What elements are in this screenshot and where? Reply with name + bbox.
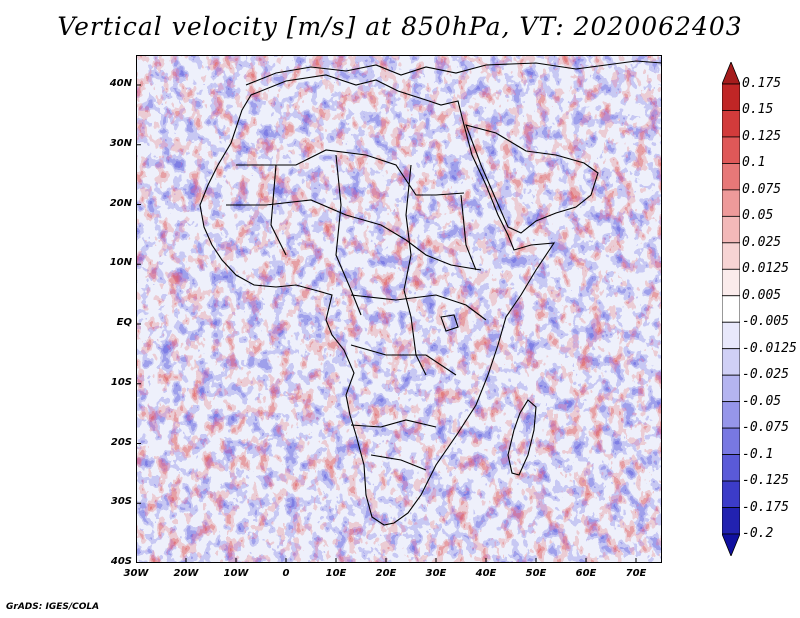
- colorbar-label: 0.075: [742, 181, 782, 197]
- colorbar-swatch: [722, 507, 740, 535]
- coastlines-and-borders: [199, 60, 662, 526]
- colorbar-swatch: [722, 110, 740, 138]
- colorbar-label: -0.125: [742, 473, 789, 489]
- colorbar-label: 0.025: [742, 234, 782, 250]
- latitude-label: 10S: [110, 376, 132, 388]
- colorbar-swatch: [722, 321, 740, 350]
- colorbar-swatch: [722, 242, 740, 270]
- colorbar-swatch: [722, 480, 740, 508]
- map-panel: [136, 55, 662, 563]
- country-border: [270, 164, 287, 256]
- country-border: [370, 454, 427, 471]
- country-border: [350, 344, 457, 376]
- colorbar-swatch: [722, 401, 740, 429]
- colorbar-label: 0.005: [742, 287, 782, 303]
- africa-coastline: [199, 74, 556, 526]
- longitude-label: 70E: [625, 568, 647, 579]
- country-border: [460, 194, 477, 271]
- arabia-coastline: [465, 124, 599, 234]
- latitude-label: 20N: [109, 197, 132, 209]
- madagascar-coastline: [507, 399, 537, 476]
- footer-credit: GrADS: IGES/COLA: [6, 602, 100, 612]
- longitude-label: 60E: [575, 568, 597, 579]
- colorbar-swatch: [722, 454, 740, 482]
- colorbar-label: 0.0125: [742, 261, 789, 277]
- country-border: [226, 199, 482, 271]
- latitude-label: EQ: [116, 317, 132, 328]
- longitude-label: 40E: [475, 568, 497, 579]
- longitude-label: 50E: [525, 568, 547, 579]
- colorbar-label: -0.0125: [742, 340, 797, 356]
- longitude-label: 30W: [123, 568, 149, 579]
- colorbar-label: -0.175: [742, 499, 789, 515]
- longitude-label: 20E: [375, 568, 397, 579]
- colorbar-label: 0.125: [742, 128, 782, 144]
- colorbar-swatch: [722, 62, 740, 85]
- colorbar-swatch: [722, 189, 740, 217]
- longitude-label: 10E: [325, 568, 347, 579]
- colorbar-label: 0.175: [742, 76, 782, 91]
- colorbar-swatch: [722, 295, 740, 323]
- lake-victoria: [440, 314, 459, 332]
- colorbar-label: -0.05: [742, 393, 782, 409]
- colorbar-label: -0.025: [742, 367, 789, 383]
- colorbar-swatch: [722, 163, 740, 191]
- latitude-label: 30N: [109, 137, 132, 149]
- colorbar-swatch: [722, 533, 740, 556]
- vertical-velocity-field: [136, 55, 662, 563]
- country-border: [350, 294, 487, 321]
- colorbar-swatch: [722, 374, 740, 403]
- country-border: [236, 149, 465, 196]
- colorbar-label: -0.005: [742, 314, 789, 330]
- longitude-label: 20W: [173, 568, 199, 579]
- colorbar-swatch: [722, 427, 740, 455]
- colorbar-label: 0.1: [742, 155, 766, 171]
- colorbar-label: 0.05: [742, 208, 774, 224]
- map-border: [136, 55, 662, 563]
- country-border: [335, 154, 362, 316]
- colorbar-swatch: [722, 136, 740, 164]
- colorbar-swatch: [722, 268, 740, 297]
- europe-coastline: [245, 60, 662, 86]
- latitude-label: 20S: [110, 436, 132, 448]
- colorbar-label: -0.1: [742, 446, 774, 462]
- colorbar-swatch: [722, 215, 740, 244]
- latitude-label: 30S: [110, 496, 132, 508]
- longitude-label: 0: [282, 568, 290, 579]
- latitude-label: 40N: [109, 78, 132, 89]
- colorbar-label: -0.2: [742, 526, 774, 541]
- colorbar-label: -0.075: [742, 420, 789, 436]
- country-border: [350, 419, 437, 428]
- latitude-label: 10N: [109, 257, 132, 269]
- colorbar-swatch: [722, 348, 740, 376]
- longitude-label: 30E: [425, 568, 447, 579]
- latitude-label: 40S: [110, 556, 132, 567]
- colorbar-label: 0.15: [742, 102, 774, 118]
- longitude-label: 10W: [223, 568, 249, 579]
- chart-title: Vertical velocity [m/s] at 850hPa, VT: 2…: [57, 12, 743, 41]
- colorbar-swatch: [722, 83, 740, 111]
- axis-ticks: [136, 84, 637, 563]
